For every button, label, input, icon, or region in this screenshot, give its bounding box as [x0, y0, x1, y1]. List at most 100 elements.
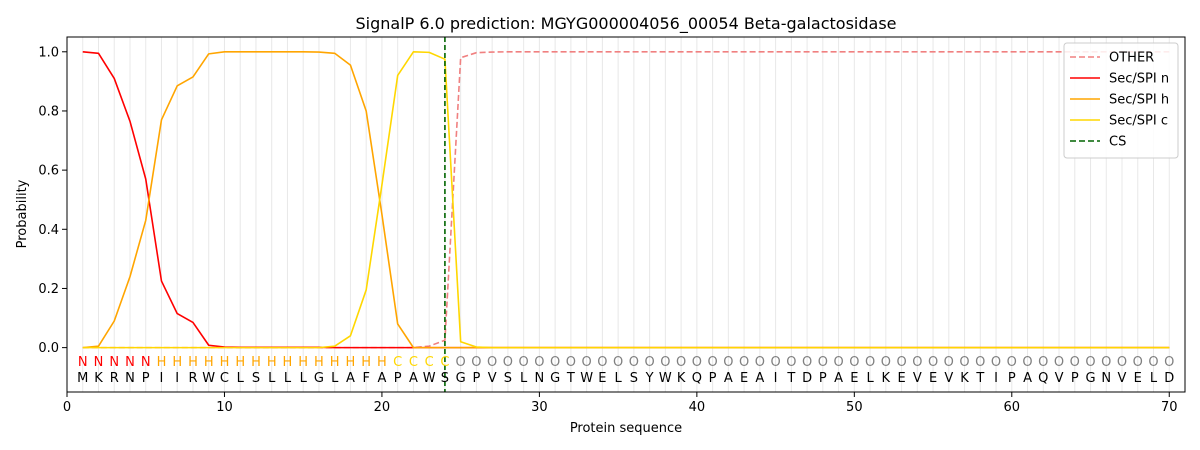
region-label: H: [235, 355, 245, 370]
region-label: C: [440, 355, 449, 370]
x-tick-label: 60: [1004, 400, 1021, 415]
x-tick-label: 40: [689, 400, 706, 415]
residue-label: L: [615, 371, 623, 386]
x-tick-label: 20: [374, 400, 391, 415]
region-label: O: [707, 355, 717, 370]
region-label: C: [425, 355, 434, 370]
region-label: O: [1007, 355, 1017, 370]
region-label: N: [78, 355, 88, 370]
region-label: O: [676, 355, 686, 370]
region-label: O: [723, 355, 733, 370]
residue-label: Y: [645, 371, 654, 386]
region-label: O: [849, 355, 859, 370]
region-label: O: [739, 355, 749, 370]
residue-label: T: [566, 371, 575, 386]
region-label: O: [1164, 355, 1174, 370]
residue-label: P: [472, 371, 480, 386]
residue-label: R: [188, 371, 197, 386]
region-label: H: [283, 355, 293, 370]
legend-box: [1063, 42, 1179, 159]
chart-title: SignalP 6.0 prediction: MGYG000004056_00…: [355, 14, 896, 34]
residue-label: N: [1101, 371, 1111, 386]
residue-label: N: [125, 371, 135, 386]
region-label: O: [881, 355, 891, 370]
region-label: O: [471, 355, 481, 370]
residue-label: A: [377, 371, 386, 386]
y-tick-label: 0.2: [38, 282, 59, 297]
residue-label: L: [331, 371, 339, 386]
region-label: H: [377, 355, 387, 370]
residue-label: I: [994, 371, 998, 386]
series-lines: [82, 37, 1170, 392]
region-label: O: [582, 355, 592, 370]
residue-label: I: [160, 371, 164, 386]
region-label: O: [755, 355, 765, 370]
residue-label: V: [944, 371, 953, 386]
residue-label: G: [1085, 371, 1095, 386]
residue-label: P: [1008, 371, 1016, 386]
residue-label: I: [774, 371, 778, 386]
residue-label: E: [598, 371, 606, 386]
region-label: O: [629, 355, 639, 370]
x-tick-label: 0: [63, 400, 71, 415]
residue-label: D: [802, 371, 812, 386]
residue-label: W: [202, 371, 215, 386]
region-label: H: [330, 355, 340, 370]
region-label: O: [645, 355, 655, 370]
residue-label: P: [819, 371, 827, 386]
region-label: H: [251, 355, 261, 370]
region-label: O: [1117, 355, 1127, 370]
residue-label: L: [300, 371, 308, 386]
residue-label: L: [866, 371, 874, 386]
residue-label: V: [488, 371, 497, 386]
residue-label: P: [142, 371, 150, 386]
region-label: O: [566, 355, 576, 370]
region-label: O: [833, 355, 843, 370]
region-label: O: [818, 355, 828, 370]
region-label: O: [613, 355, 623, 370]
legend-label: OTHER: [1109, 51, 1154, 66]
residue-label: E: [1134, 371, 1142, 386]
legend-label: Sec/SPI h: [1109, 93, 1169, 108]
residue-label: E: [929, 371, 937, 386]
region-label: O: [487, 355, 497, 370]
region-label: N: [94, 355, 104, 370]
region-label: O: [503, 355, 513, 370]
region-label: H: [346, 355, 356, 370]
x-tick-label: 70: [1161, 400, 1178, 415]
region-label: C: [393, 355, 402, 370]
residue-label: W: [423, 371, 436, 386]
residue-label: T: [786, 371, 795, 386]
residue-label: A: [834, 371, 843, 386]
residue-label: D: [1164, 371, 1174, 386]
residue-label: A: [724, 371, 733, 386]
region-label: O: [944, 355, 954, 370]
region-label: O: [1022, 355, 1032, 370]
region-label: H: [157, 355, 167, 370]
residue-label: E: [897, 371, 905, 386]
residue-label: E: [850, 371, 858, 386]
region-label: O: [519, 355, 529, 370]
x-tick-label: 50: [846, 400, 863, 415]
region-label: O: [597, 355, 607, 370]
residue-label: V: [1118, 371, 1127, 386]
residue-label: C: [220, 371, 229, 386]
region-label: O: [534, 355, 544, 370]
region-label: H: [298, 355, 308, 370]
region-label: O: [1133, 355, 1143, 370]
legend-label: Sec/SPI n: [1109, 72, 1169, 87]
residue-label: P: [709, 371, 717, 386]
region-label: O: [786, 355, 796, 370]
residue-label: S: [504, 371, 512, 386]
residue-label: K: [960, 371, 969, 386]
plot-frame: [66, 36, 1186, 393]
region-label: C: [409, 355, 418, 370]
region-label: O: [865, 355, 875, 370]
residue-label: L: [237, 371, 245, 386]
region-label: O: [660, 355, 670, 370]
residue-label: N: [535, 371, 545, 386]
region-label: O: [802, 355, 812, 370]
residue-label: S: [252, 371, 260, 386]
x-tick-label: 30: [531, 400, 548, 415]
